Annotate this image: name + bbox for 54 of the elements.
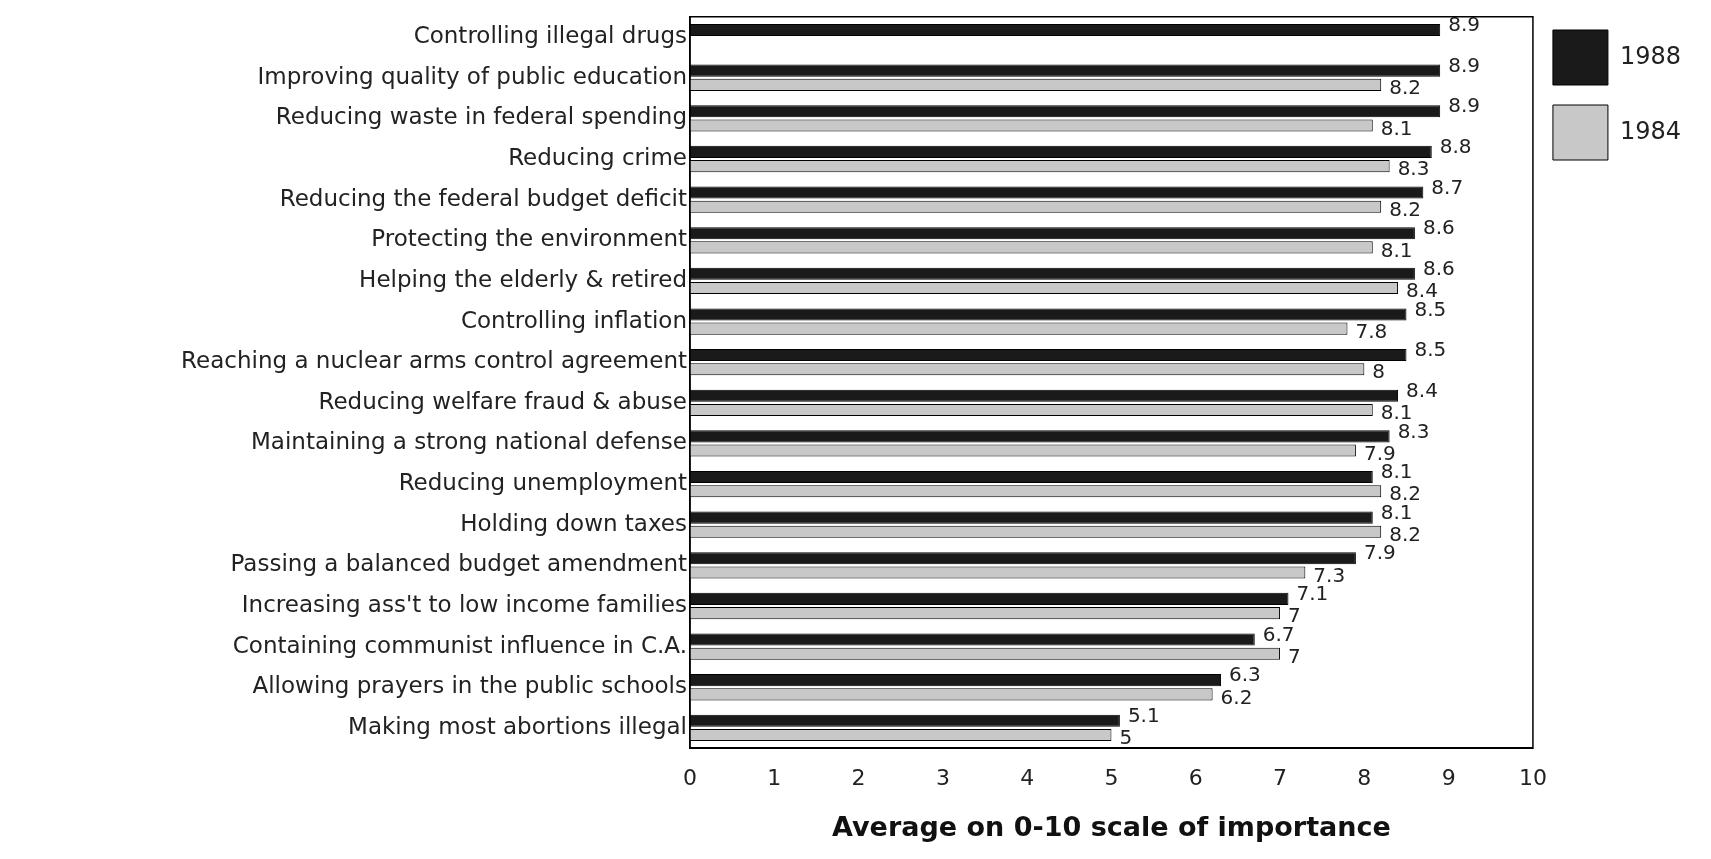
y-tick-label: Reducing crime xyxy=(508,143,687,170)
y-tick-label: Improving quality of public education xyxy=(257,62,687,89)
data-label: 8.1 xyxy=(1380,237,1413,262)
y-tick-label: Reaching a nuclear arms control agreement xyxy=(181,347,687,374)
data-label: 7.9 xyxy=(1363,540,1396,565)
y-tick-label: Reducing unemployment xyxy=(398,469,687,496)
data-label: 7.8 xyxy=(1355,318,1388,343)
data-label: 8.9 xyxy=(1448,52,1481,77)
data-label: 8.7 xyxy=(1431,174,1464,199)
data-label: 8.8 xyxy=(1439,134,1472,159)
x-tick-label: 10 xyxy=(1518,765,1547,791)
y-tick-label: Controlling inflation xyxy=(460,306,687,333)
x-axis-title: Average on 0-10 scale of importance xyxy=(832,810,1391,842)
y-tick-label: Maintaining a strong national defense xyxy=(250,428,687,455)
x-tick-label: 8 xyxy=(1357,765,1372,791)
y-tick-label: Reducing the federal budget deficit xyxy=(279,184,687,211)
x-tick-label: 3 xyxy=(935,765,950,791)
data-label: 8.9 xyxy=(1448,12,1481,37)
data-label: 8.1 xyxy=(1380,115,1413,140)
y-tick-label: Reducing welfare fraud & abuse xyxy=(318,387,687,414)
data-label: 8.9 xyxy=(1448,93,1481,118)
data-label: 8.3 xyxy=(1397,156,1430,181)
data-label: 8 xyxy=(1372,359,1386,384)
data-label: 5 xyxy=(1119,725,1133,750)
x-tick-label: 1 xyxy=(767,765,782,791)
y-tick-label: Passing a balanced budget amendment xyxy=(230,550,687,577)
data-label: 7 xyxy=(1288,643,1301,668)
y-tick-label: Helping the elderly & retired xyxy=(359,265,687,292)
x-tick-label: 0 xyxy=(683,765,697,791)
y-tick-label: Containing communist influence in C.A. xyxy=(232,631,687,658)
x-tick-label: 4 xyxy=(1020,765,1035,791)
data-label: 8.2 xyxy=(1389,75,1422,100)
y-tick-label: Making most abortions illegal xyxy=(348,712,687,739)
y-tick-label: Increasing ass't to low income families xyxy=(241,590,687,617)
y-tick-label: Protecting the environment xyxy=(371,225,687,252)
data-label: 6.3 xyxy=(1229,662,1261,687)
data-label: 8.4 xyxy=(1406,377,1438,402)
data-label: 8.6 xyxy=(1422,256,1455,281)
x-tick-label: 2 xyxy=(851,765,866,791)
data-label: 5.1 xyxy=(1127,702,1160,727)
x-tick-label: 6 xyxy=(1188,765,1203,791)
x-tick-label: 9 xyxy=(1441,765,1456,791)
data-label: 8.5 xyxy=(1414,337,1447,362)
data-label: 8.2 xyxy=(1389,196,1422,221)
x-tick-label: 5 xyxy=(1104,765,1119,791)
data-label: 6.2 xyxy=(1220,684,1253,709)
y-tick-label: Allowing prayers in the public schools xyxy=(252,672,687,699)
y-tick-label: Holding down taxes xyxy=(460,509,687,536)
x-tick-label: 7 xyxy=(1273,765,1288,791)
data-label: 8.6 xyxy=(1422,215,1455,240)
legend-label: 1984 xyxy=(1619,116,1681,145)
y-tick-label: Reducing waste in federal spending xyxy=(275,103,687,130)
y-tick-label: Controlling illegal drugs xyxy=(413,22,687,49)
legend-label: 1988 xyxy=(1619,41,1681,70)
